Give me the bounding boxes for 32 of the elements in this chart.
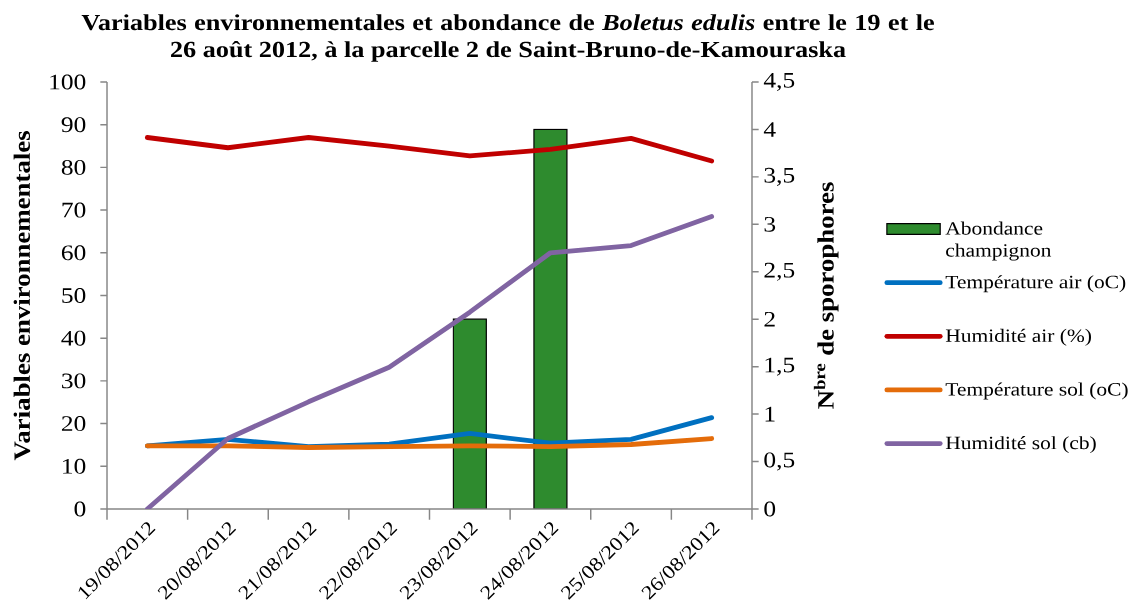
y-tick-label: 80 — [61, 159, 86, 175]
y-tick-label: 70 — [62, 202, 86, 218]
y2-tick-label: 4,5 — [763, 73, 795, 91]
y-tick-label: 90 — [61, 117, 86, 133]
y-tick-label: 50 — [62, 288, 86, 303]
legend-label: Température air (oC) — [945, 275, 1126, 293]
line-series — [144, 436, 715, 450]
y-tick-label: 60 — [61, 245, 86, 261]
y2-axis-title: N$^{bre}$ de sporophores — [813, 182, 839, 409]
y2-tick-label: 1 — [765, 406, 775, 422]
y-tick-label: 10 — [63, 458, 86, 474]
legend-label: Humidité sol (cb) — [945, 436, 1096, 454]
y-tick-label: 0 — [74, 501, 86, 517]
y2-tick-label: 1,5 — [765, 357, 795, 376]
y-tick-label: 20 — [61, 416, 86, 432]
line-series — [144, 135, 715, 164]
y2-tick-label: 2 — [764, 311, 775, 327]
y-tick-label: 30 — [62, 373, 86, 389]
y2-tick-label: 4 — [763, 122, 776, 137]
y2-tick-label: 3,5 — [764, 167, 795, 186]
y-axis-title: Variables environnementales — [13, 131, 31, 461]
y2-tick-label: 2,5 — [764, 262, 795, 281]
line-series — [144, 214, 715, 509]
chart-title: Variables environnementales et abondance de Boletus edulis entre le 19 et le 26 août 2012, à la parcelle 2 de Saint-Bruno-de-Kamouraska — [81, 14, 934, 62]
legend-label: Abondance champignon — [945, 221, 1052, 261]
legend-label: Température sol (oC) — [945, 382, 1128, 400]
legend-label: Humidité air (%) — [945, 328, 1091, 346]
y2-tick-label: 3 — [764, 216, 776, 232]
y2-tick-label: 0 — [764, 501, 776, 517]
y-tick-label: 40 — [61, 330, 86, 346]
y-tick-label: 100 — [50, 74, 86, 90]
y2-tick-label: 0,5 — [764, 452, 795, 471]
